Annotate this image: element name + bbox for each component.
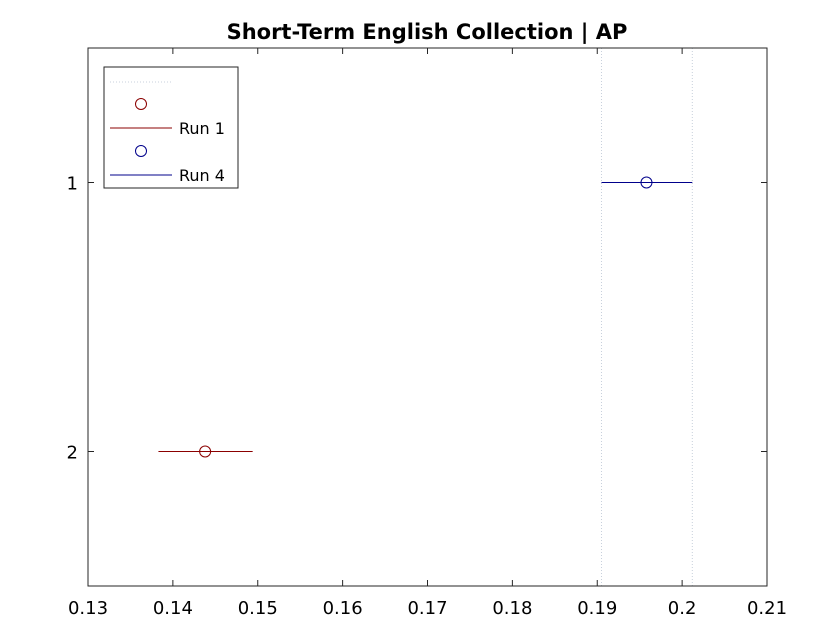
legend-marker: [135, 145, 147, 157]
chart-title: Short-Term English Collection | AP: [227, 20, 628, 45]
x-tick-label: 0.13: [68, 598, 108, 619]
x-tick-label: 0.21: [747, 598, 787, 619]
point-marker-series-1: [640, 176, 653, 189]
x-tick-label: 0.16: [323, 598, 363, 619]
legend-label: Run 1: [179, 119, 225, 138]
x-tick-label: 0.14: [153, 598, 193, 619]
legend-marker: [135, 98, 147, 110]
legend-label: Run 4: [179, 166, 225, 185]
data-marks: [158, 176, 693, 458]
x-tick-label: 0.18: [492, 598, 532, 619]
x-tick-label: 0.15: [238, 598, 278, 619]
x-tick-label: 0.17: [407, 598, 447, 619]
point-marker-series-2: [199, 445, 212, 458]
legend: Run 1 Run 4: [103, 66, 239, 189]
axis-ticks: 0.13 0.14 0.15 0.16 0.17 0.18 0.19 0.2 0.21 1 2: [67, 48, 787, 619]
x-tick-label: 0.19: [577, 598, 617, 619]
x-tick-label: 0.2: [668, 598, 697, 619]
y-tick-label: 2: [67, 443, 78, 464]
y-tick-label: 1: [67, 174, 78, 195]
